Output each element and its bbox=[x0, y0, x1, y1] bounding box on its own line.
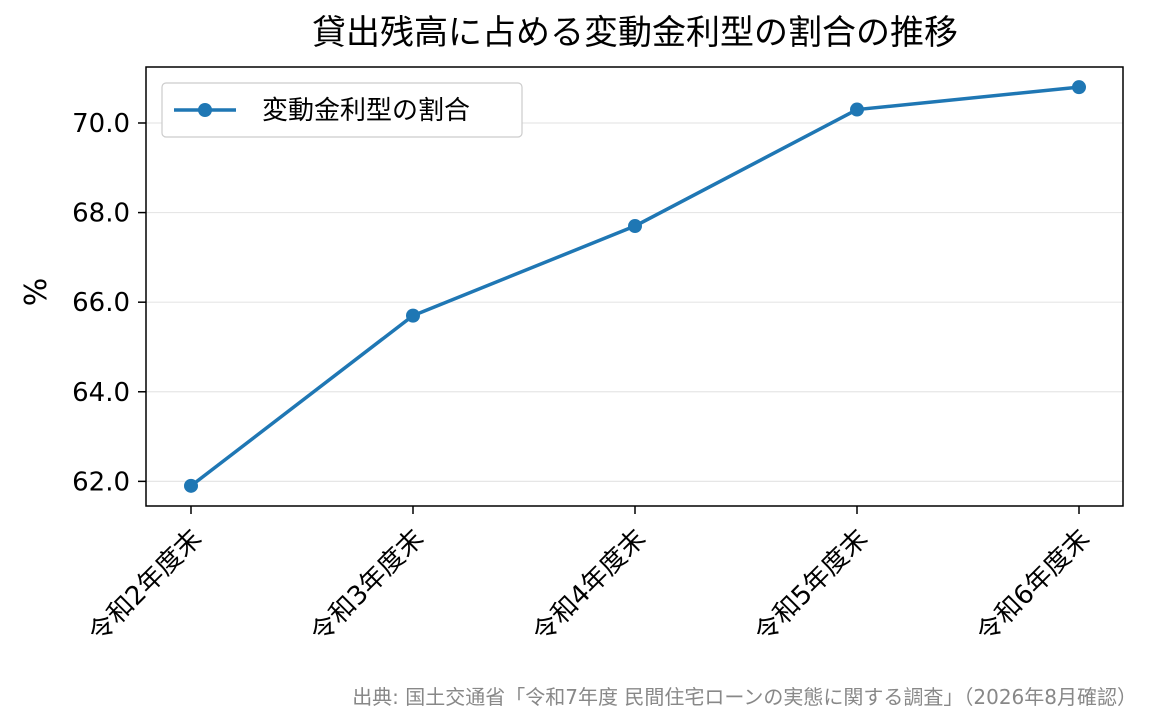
x-tick-label: 令和5年度末 bbox=[749, 524, 874, 649]
x-tick-label: 令和6年度末 bbox=[971, 524, 1096, 649]
data-point bbox=[1072, 80, 1086, 95]
data-point bbox=[850, 102, 864, 117]
x-tick-label: 令和3年度末 bbox=[305, 524, 430, 649]
y-tick-label: 66.0 bbox=[72, 288, 130, 318]
grid-lines bbox=[146, 122, 1123, 482]
y-tick-label: 62.0 bbox=[72, 467, 130, 497]
legend-series-label: 変動金利型の割合 bbox=[262, 96, 470, 126]
data-point bbox=[628, 219, 642, 234]
source-note: 出典: 国土交通省「令和7年度 民間住宅ローンの実態に関する調査」（2026年8… bbox=[352, 685, 1137, 709]
chart-title: 貸出残高に占める変動金利型の割合の推移 bbox=[312, 13, 958, 53]
legend-point-marker bbox=[198, 103, 212, 117]
legend: 変動金利型の割合 bbox=[161, 82, 523, 138]
y-tick-label: 70.0 bbox=[72, 109, 130, 139]
y-tick-label: 64.0 bbox=[72, 378, 130, 408]
series-line bbox=[189, 85, 1080, 488]
x-axis: 令和2年度末 令和3年度末 令和4年度末 令和5年度末 令和6年度末 bbox=[83, 506, 1096, 649]
data-point bbox=[406, 308, 420, 323]
y-axis-label: % bbox=[19, 278, 54, 307]
legend-box bbox=[161, 82, 523, 138]
y-tick-label: 68.0 bbox=[72, 199, 130, 229]
series-group bbox=[184, 80, 1086, 493]
x-tick-label: 令和2年度末 bbox=[83, 524, 208, 649]
data-point bbox=[184, 478, 198, 493]
y-axis: 62.0 64.0 66.0 68.0 70.0 bbox=[72, 109, 146, 497]
x-tick-label: 令和4年度末 bbox=[527, 524, 652, 649]
